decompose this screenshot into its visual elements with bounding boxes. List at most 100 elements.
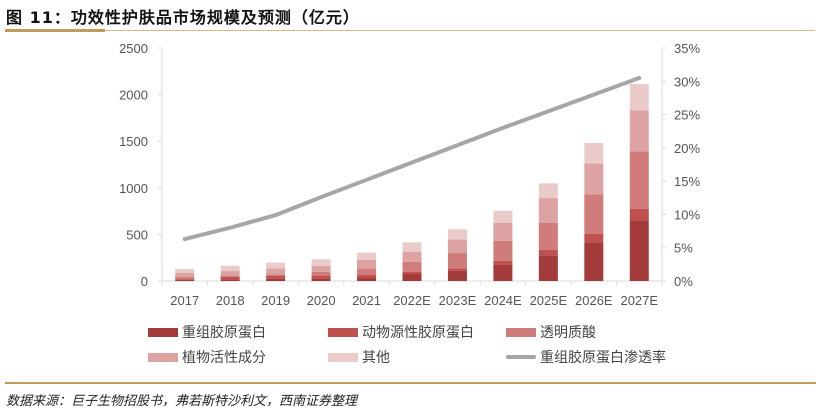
legend-item: 重组胶原蛋白渗透率 xyxy=(506,347,666,367)
legend-item: 其他 xyxy=(328,347,390,367)
bar-segment-2 xyxy=(493,260,513,265)
bar-segment-5 xyxy=(220,265,240,272)
bar-segment-2 xyxy=(357,275,377,279)
legend-swatch xyxy=(148,327,178,337)
legend-label: 重组胶原蛋白渗透率 xyxy=(540,350,666,366)
bar-segment-3 xyxy=(493,240,513,261)
source-note: 数据来源：巨子生物招股书，弗若斯特沙利文，西南证券整理 xyxy=(6,394,358,409)
legend-item: 重组胶原蛋白 xyxy=(148,322,266,342)
legend-swatch xyxy=(506,327,536,337)
x-tick-label: 2024E xyxy=(484,293,522,308)
right-tick-label: 30% xyxy=(674,74,700,89)
x-tick-label: 2018 xyxy=(216,293,245,308)
bar-segment-4 xyxy=(357,259,377,269)
bar-segment-5 xyxy=(493,210,513,223)
left-tick-label: 2500 xyxy=(119,41,148,56)
bar-segment-1 xyxy=(629,220,649,281)
legend-line-swatch xyxy=(506,355,536,359)
bar-segment-4 xyxy=(220,271,240,276)
penetration-rate-line xyxy=(182,75,642,242)
bar-segment-2 xyxy=(584,234,604,243)
bar-segment-1 xyxy=(493,264,513,281)
bar-segment-5 xyxy=(266,262,286,269)
bar-segment-5 xyxy=(311,259,331,266)
bar-segment-5 xyxy=(538,183,558,199)
x-tick-label: 2025E xyxy=(530,293,568,308)
title-rule-accent xyxy=(5,29,105,32)
bar-segment-2 xyxy=(175,278,195,280)
bar-segment-1 xyxy=(584,242,604,281)
right-tick-label: 25% xyxy=(674,108,700,123)
legend-item: 植物活性成分 xyxy=(148,347,266,367)
bar-segment-4 xyxy=(402,251,422,262)
left-tick-label: 2000 xyxy=(119,88,148,103)
bar-segment-3 xyxy=(175,276,195,279)
legend-label: 其他 xyxy=(362,350,390,366)
bar-segment-1 xyxy=(175,279,195,281)
x-tick-label: 2020 xyxy=(307,293,336,308)
bar-segment-5 xyxy=(447,229,467,240)
bar-segment-1 xyxy=(266,278,286,281)
bar-segment-2 xyxy=(402,271,422,275)
bar-segment-3 xyxy=(538,222,558,250)
legend-label: 重组胶原蛋白 xyxy=(182,325,266,341)
bar-segment-1 xyxy=(538,255,558,281)
bar-segment-4 xyxy=(266,268,286,275)
bar-segment-4 xyxy=(629,110,649,152)
bar-segment-4 xyxy=(175,272,195,277)
bar-segment-4 xyxy=(538,198,558,223)
bar-segment-3 xyxy=(266,274,286,276)
title-rule xyxy=(105,30,815,31)
bar-segment-4 xyxy=(447,239,467,254)
legend-swatch xyxy=(328,327,358,337)
bar-segment-3 xyxy=(402,261,422,272)
x-tick-label: 2017 xyxy=(170,293,199,308)
right-tick-label: 0% xyxy=(674,274,693,289)
left-tick-label: 500 xyxy=(126,227,148,242)
bar-segment-3 xyxy=(447,253,467,269)
legend-swatch xyxy=(148,352,178,362)
x-tick-label: 2019 xyxy=(261,293,290,308)
bar-segment-2 xyxy=(447,268,467,271)
bar-segment-3 xyxy=(311,271,331,276)
bar-segment-3 xyxy=(584,194,604,235)
bar-segment-4 xyxy=(311,265,331,272)
bar-segment-1 xyxy=(220,279,240,281)
legend-label: 植物活性成分 xyxy=(182,350,266,366)
bar-segment-3 xyxy=(357,268,377,276)
bar-segment-5 xyxy=(357,252,377,260)
bar-segment-3 xyxy=(220,275,240,277)
bar-segment-5 xyxy=(584,142,604,164)
right-tick-label: 35% xyxy=(674,41,700,56)
bar-segment-5 xyxy=(629,83,649,111)
right-tick-label: 5% xyxy=(674,241,693,256)
bar-segment-2 xyxy=(311,275,331,279)
bar-segment-2 xyxy=(266,275,286,279)
stacked-bar-line-chart: 0 500 1000 1500 2000 2500 0% 5% 10% 15% 20% 25% 30% 3… xyxy=(119,41,700,308)
bar-segment-4 xyxy=(584,163,604,195)
bar-segment-1 xyxy=(402,274,422,281)
legend-label: 动物源性胶原蛋白 xyxy=(362,325,474,341)
right-tick-label: 10% xyxy=(674,207,700,222)
bar-segment-1 xyxy=(447,270,467,281)
x-tick-label: 2022E xyxy=(393,293,431,308)
legend-label: 透明质酸 xyxy=(540,325,596,341)
left-tick-label: 1500 xyxy=(119,134,148,149)
bar-segment-2 xyxy=(629,208,649,221)
footer-rule xyxy=(5,382,816,384)
legend-swatch xyxy=(328,352,358,362)
left-tick-label: 1000 xyxy=(119,181,148,196)
x-tick-label: 2021 xyxy=(352,293,381,308)
bar-segment-3 xyxy=(629,151,649,209)
bar-segment-1 xyxy=(311,278,331,281)
left-tick-label: 0 xyxy=(141,274,148,289)
legend-item: 动物源性胶原蛋白 xyxy=(328,322,474,342)
x-tick-label: 2027E xyxy=(620,293,658,308)
bar-segment-2 xyxy=(220,276,240,280)
bar-segment-5 xyxy=(402,242,422,252)
figure-title: 图 11：功效性护肤品市场规模及预测（亿元） xyxy=(6,8,360,27)
x-tick-label: 2023E xyxy=(439,293,477,308)
bar-segment-1 xyxy=(357,278,377,281)
right-tick-label: 20% xyxy=(674,141,700,156)
bar-segment-5 xyxy=(175,268,195,273)
